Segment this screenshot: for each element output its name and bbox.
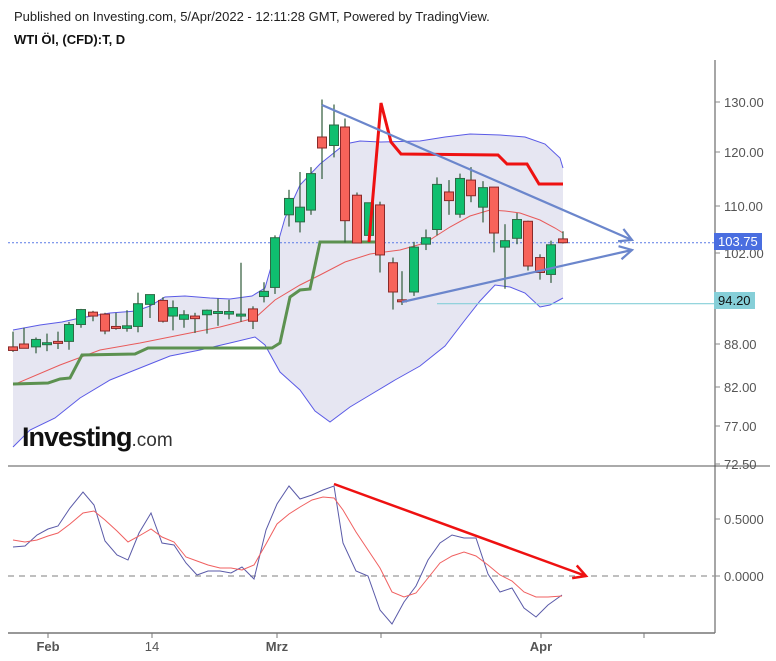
- investing-logo: Investing.com: [22, 422, 173, 453]
- candle-body: [444, 191, 454, 202]
- trendline-2-arrowhead: [618, 245, 635, 261]
- candle-body: [202, 309, 212, 316]
- candle-body: [295, 206, 305, 223]
- candle-body: [190, 315, 200, 320]
- candle-body: [329, 124, 339, 146]
- candle-body: [248, 308, 258, 322]
- price-tick-label: 88.00: [724, 337, 757, 352]
- price-tick-label: 120.00: [724, 145, 764, 160]
- bollinger-upper-line: [12, 133, 564, 331]
- candle-body: [546, 244, 556, 275]
- candle-body: [478, 187, 488, 208]
- candle-body: [317, 136, 327, 149]
- candle-body: [76, 309, 86, 325]
- candle-body: [270, 237, 280, 288]
- bollinger-basis-line: [12, 209, 564, 386]
- candle-body: [455, 177, 465, 215]
- time-tick-label: Feb: [36, 639, 59, 654]
- trendline-1: [321, 103, 633, 242]
- candle-body: [558, 238, 568, 244]
- candle-body: [352, 194, 362, 244]
- logo-suffix: .com: [131, 430, 173, 451]
- candle-body: [145, 294, 155, 305]
- oscillator-main-line: [12, 485, 563, 625]
- candle-body: [19, 343, 29, 349]
- candle-body: [53, 340, 63, 344]
- bollinger-lower-line: [12, 284, 564, 448]
- symbol-title: WTI Öl, (CFD):T, D: [14, 32, 126, 47]
- candle-body: [340, 126, 350, 222]
- last-price-value: 103.75: [718, 234, 758, 249]
- oscillator-signal-line: [12, 496, 563, 598]
- candle-body: [409, 246, 419, 293]
- candle-body: [388, 262, 398, 293]
- candle-body: [523, 220, 533, 267]
- support-level-value: 94.20: [718, 293, 751, 308]
- candle-body: [8, 346, 18, 351]
- oscillator-tick-label: 0.5000: [724, 512, 764, 527]
- trendline-1-arrowhead: [617, 228, 635, 243]
- price-tick-label: 110.00: [724, 199, 763, 214]
- candle-body: [512, 219, 522, 239]
- oscillator-tick-label: 0.0000: [724, 569, 764, 584]
- candle-body: [179, 314, 189, 320]
- price-tick-label: 82.00: [724, 380, 757, 395]
- candle-body: [284, 197, 294, 216]
- candle-body: [535, 257, 545, 273]
- price-tick-label: 72.50: [724, 457, 757, 472]
- candle-body: [213, 311, 223, 314]
- oscillator-trendline-arrowhead: [571, 564, 589, 580]
- time-tick-label: Apr: [530, 639, 552, 654]
- candle-body: [64, 324, 74, 342]
- published-note: Published on Investing.com, 5/Apr/2022 -…: [14, 9, 490, 24]
- oscillator-trendline: [333, 482, 587, 578]
- candle-body: [111, 325, 121, 329]
- bollinger-band-fill: [13, 134, 563, 447]
- candle-body: [100, 313, 110, 332]
- candle-body: [259, 290, 269, 298]
- candle-body: [88, 311, 98, 317]
- candle-body: [500, 240, 510, 248]
- logo-main: Investing: [22, 422, 133, 452]
- trendline-2: [401, 248, 633, 304]
- candle-body: [466, 179, 476, 197]
- candle-body: [489, 186, 499, 234]
- candle-body: [375, 204, 385, 256]
- candle-body: [421, 237, 431, 245]
- candle-body: [236, 313, 246, 317]
- candle-body: [42, 342, 52, 346]
- stop-line: [12, 240, 385, 386]
- candle-body: [168, 307, 178, 317]
- time-tick-label: 14: [145, 639, 159, 654]
- candle-body: [432, 183, 442, 230]
- support-level-badge: 94.20: [714, 292, 755, 309]
- candle-body: [306, 173, 316, 211]
- candle-body: [122, 325, 132, 329]
- last-price-badge: 103.75: [714, 233, 762, 250]
- price-tick-label: 130.00: [724, 95, 764, 110]
- candle-body: [133, 303, 143, 327]
- candle-body: [224, 311, 234, 315]
- candle-body: [31, 338, 41, 348]
- candle-body: [158, 299, 168, 322]
- red-overlay-line: [367, 102, 563, 243]
- price-tick-label: 77.00: [724, 419, 757, 434]
- time-tick-label: Mrz: [266, 639, 289, 654]
